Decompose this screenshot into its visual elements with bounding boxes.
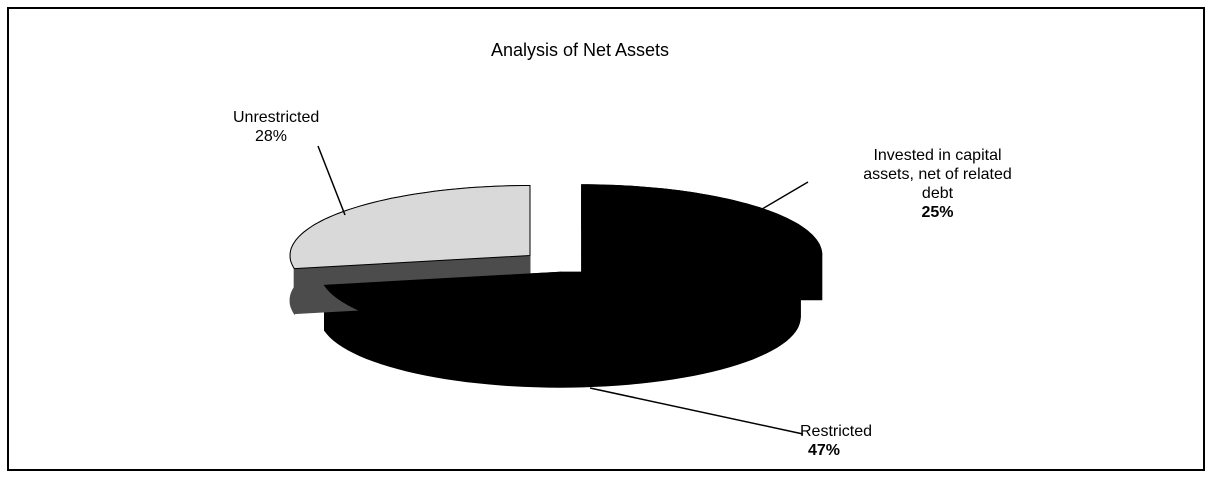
slice-label: Invested in capital assets, net of relat… [863,147,1012,202]
leader-line [756,181,809,213]
leader-line [317,145,346,216]
pie-slice [323,271,801,343]
pie-slice [289,185,531,270]
slice-value-label: 25% [921,204,954,221]
slice-label: Unrestricted [233,109,320,126]
slice-label: Restricted [800,423,873,440]
chart-title: Analysis of Net Assets [490,40,670,60]
slice-value-label: 47% [808,442,841,459]
pie-slice [581,184,823,256]
leader-line [589,387,804,435]
slice-value-label: 28% [255,128,288,145]
